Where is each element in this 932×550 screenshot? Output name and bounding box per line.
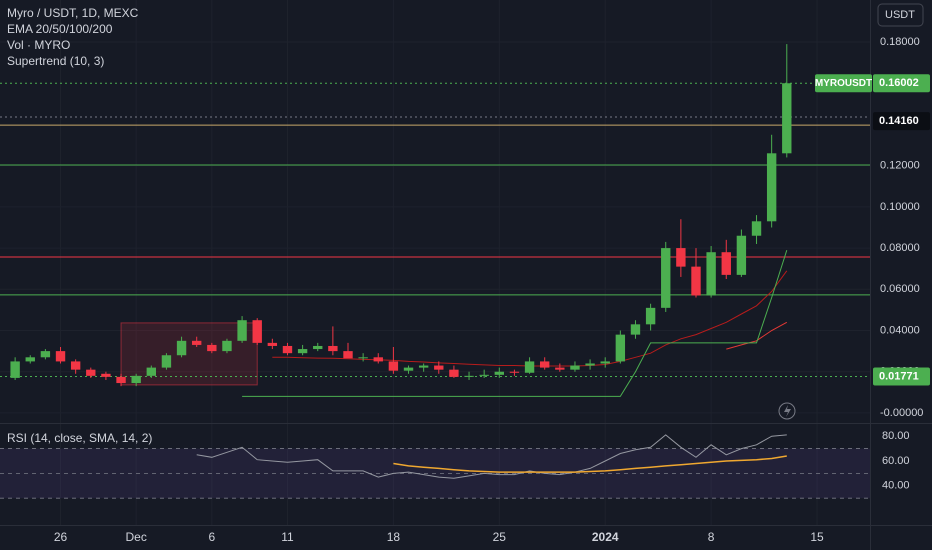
x-tick-label: 2024 <box>592 530 619 544</box>
rsi-tick-label: 40.00 <box>882 480 910 492</box>
x-tick-label: 8 <box>708 530 715 544</box>
x-tick-label: 26 <box>54 530 68 544</box>
y-tick-label: 0.04000 <box>880 324 920 336</box>
indicator-label: Vol · MYRO <box>7 38 70 52</box>
candle-body <box>645 307 656 325</box>
candle-body <box>600 361 610 364</box>
y-tick-label: 0.06000 <box>880 283 920 295</box>
candle-body <box>358 357 368 359</box>
candle-body <box>176 340 187 356</box>
currency-button-label[interactable]: USDT <box>885 9 915 21</box>
price-label: 0.01771 <box>879 370 919 382</box>
symbol-label: MYROUSDT <box>815 78 872 89</box>
candle-body <box>373 357 383 362</box>
candle-body <box>766 153 777 222</box>
candle-body <box>328 345 338 352</box>
candle-body <box>192 340 202 345</box>
price-label-box <box>873 112 930 131</box>
y-tick-label: -0.00000 <box>880 407 923 419</box>
indicator-label: EMA 20/50/100/200 <box>7 22 113 36</box>
rsi-tick-label: 80.00 <box>882 430 910 442</box>
symbol-label-box <box>815 74 872 93</box>
candle-body <box>418 365 429 368</box>
x-tick-label: 25 <box>493 530 507 544</box>
candle-body <box>555 367 565 370</box>
y-tick-label: 0.18000 <box>880 36 920 48</box>
axes: 26Dec61118252024815-0.000000.020000.0400… <box>54 36 930 544</box>
candle-body <box>237 320 247 341</box>
candle-body <box>146 367 156 376</box>
candle-body <box>751 221 762 236</box>
candle-body <box>207 344 217 352</box>
candle-body <box>721 252 731 275</box>
candle-body <box>661 248 671 308</box>
candle-body <box>313 345 323 350</box>
y-tick-label: 0.10000 <box>880 201 920 213</box>
candle-body <box>70 361 81 370</box>
candle-body <box>86 369 96 376</box>
candle-body <box>449 369 459 377</box>
candle-body <box>479 374 489 376</box>
candle-body <box>222 340 232 352</box>
zone <box>120 322 258 386</box>
x-tick-label: Dec <box>126 530 147 544</box>
candle-body <box>782 83 792 154</box>
rsi-sma-line <box>393 455 787 473</box>
candle-body <box>282 345 293 354</box>
overlay-line <box>242 250 788 397</box>
candle-body <box>615 334 626 362</box>
candle-body <box>267 342 278 346</box>
x-tick-label: 6 <box>208 530 215 544</box>
price-label: 0.14160 <box>879 115 919 127</box>
candle-body <box>706 252 716 296</box>
candle-body <box>540 361 550 368</box>
candle-body <box>343 351 353 359</box>
x-tick-label: 18 <box>387 530 401 544</box>
candle-body <box>434 365 444 370</box>
candle-body <box>691 266 701 296</box>
candle-body <box>494 371 504 375</box>
price-label: 0.16002 <box>879 77 919 89</box>
rsi-line <box>196 434 787 479</box>
candle-body <box>101 373 111 377</box>
x-tick-label: 11 <box>281 530 294 544</box>
plot-area <box>0 44 870 499</box>
price-label-box <box>873 367 930 386</box>
candle-body <box>40 351 51 358</box>
candle-body <box>403 367 414 371</box>
alert-icon-bolt <box>784 405 791 417</box>
currency-button[interactable] <box>877 3 924 27</box>
candle-body <box>509 371 520 373</box>
y-tick-label: 0.08000 <box>880 242 920 254</box>
candle-body <box>161 355 172 368</box>
candle-body <box>10 361 20 378</box>
x-tick-label: 15 <box>810 530 824 544</box>
candle-body <box>55 351 66 362</box>
candle-body <box>131 375 141 384</box>
overlay-line <box>726 321 788 350</box>
candle-body <box>630 324 641 335</box>
rsi-title: RSI (14, close, SMA, 14, 2) <box>7 431 152 445</box>
price-label-box <box>873 74 930 93</box>
indicator-label: Supertrend (10, 3) <box>7 54 104 68</box>
candle-body <box>116 376 126 384</box>
candle-body <box>252 320 262 343</box>
candle-body <box>297 349 308 354</box>
candle-body <box>524 361 535 373</box>
candle-body <box>676 248 686 267</box>
candle-body <box>570 365 580 370</box>
chart-title: Myro / USDT, 1D, MEXC <box>7 6 139 20</box>
candle-body <box>464 375 474 377</box>
y-tick-label: 0.12000 <box>880 160 920 172</box>
candle-body <box>388 361 399 371</box>
candle-body <box>585 363 595 366</box>
candle-body <box>25 357 35 362</box>
candle-body <box>736 235 747 275</box>
rsi-tick-label: 60.00 <box>882 455 910 467</box>
alert-icon[interactable] <box>778 402 796 420</box>
